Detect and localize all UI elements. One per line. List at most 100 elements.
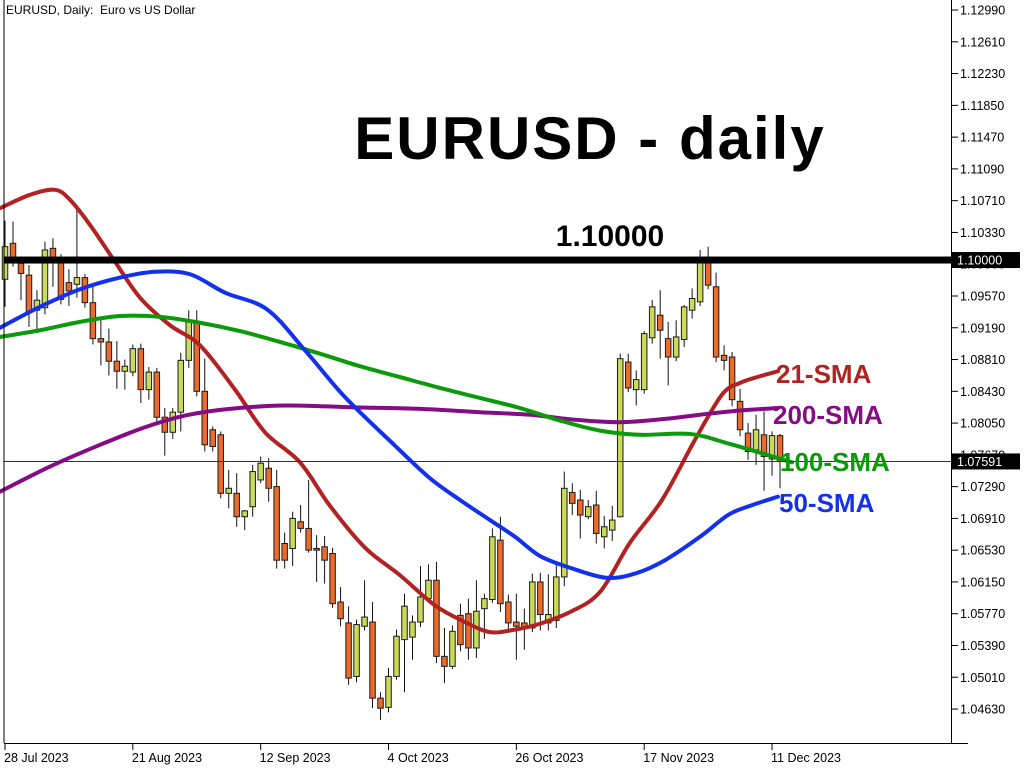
candle-body-down	[569, 491, 576, 504]
resistance-price-box: 1.10000	[952, 252, 1020, 269]
resistance-price-box-bg	[952, 252, 1020, 269]
price-tick-label: 1.06910	[960, 512, 1005, 526]
candle-body-up	[225, 487, 232, 494]
price-tick-label: 1.06530	[960, 544, 1005, 558]
100-sma-line	[0, 313, 794, 465]
candle-body-down	[377, 697, 384, 709]
price-tick-label: 1.10330	[960, 226, 1005, 240]
price-tick-label: 1.04630	[960, 703, 1005, 717]
candle-body-up	[601, 526, 608, 538]
candle-body-up	[121, 365, 129, 372]
price-tick-label: 1.12610	[960, 35, 1005, 49]
candle-body-down	[313, 547, 320, 551]
price-tick-label: 1.09190	[960, 321, 1005, 335]
price-tick-label: 1.08050	[960, 417, 1005, 431]
candle-body-down	[65, 282, 73, 292]
candle-body-down	[297, 521, 304, 529]
candle-body-up	[41, 249, 49, 309]
price-tick-label: 1.05770	[960, 607, 1005, 621]
candle-body-down	[720, 354, 728, 361]
candle-body-down	[728, 356, 736, 401]
price-tick-label: 1.07290	[960, 480, 1005, 494]
candle-body-down	[137, 348, 145, 391]
candle-body-up	[257, 462, 264, 481]
candles-layer[interactable]	[1, 205, 784, 720]
sma-200-label: 200-SMA	[773, 400, 883, 430]
candle-body-up	[608, 519, 616, 531]
price-tick-label: 1.12230	[960, 67, 1005, 81]
time-axis[interactable]: 28 Jul 2023 21 Aug 2023 12 Sep 2023 4 Oct 2…	[4, 743, 841, 765]
candle-body-down	[736, 400, 744, 431]
current-price-box-bg	[952, 453, 1020, 470]
date-tick-label: 17 Nov 2023	[643, 751, 714, 765]
candle-body-down	[577, 499, 584, 516]
resistance-price-box-text: 1.10000	[957, 254, 1002, 268]
candle-body-down	[345, 622, 352, 679]
candle-body-down	[201, 390, 208, 446]
candle-body-down	[265, 467, 272, 489]
candle-body-up	[561, 487, 568, 578]
price-tick-label: 1.05010	[960, 671, 1005, 685]
chart-title-annotation: EURUSD - daily	[354, 105, 826, 172]
candle-body-up	[129, 348, 137, 373]
price-tick-label: 1.08430	[960, 385, 1005, 399]
candle-body-up	[672, 336, 680, 358]
current-price-box-text: 1.07591	[957, 455, 1002, 469]
candle-body-down	[193, 321, 201, 392]
candle-body-up	[648, 306, 656, 339]
candle-body-down	[712, 286, 720, 358]
candle-body-up	[353, 624, 360, 677]
200-sma-line	[0, 403, 780, 494]
candle-body-down	[209, 429, 216, 447]
symbol-header: EURUSD, Daily: Euro vs US Dollar	[6, 3, 196, 17]
candle-body-down	[513, 621, 520, 627]
candle-body-down	[305, 527, 312, 551]
candle-body-up	[385, 675, 392, 708]
candle-body-down	[57, 258, 65, 300]
candle-body-up	[409, 621, 416, 638]
candle-body-down	[97, 338, 105, 343]
candle-body-up	[640, 333, 648, 391]
candle-body-down	[153, 371, 161, 418]
date-tick-label: 11 Dec 2023	[771, 751, 841, 765]
candle-body-down	[105, 341, 113, 362]
price-tick-label: 1.08810	[960, 353, 1005, 367]
candle-body-down	[704, 261, 712, 286]
current-price-box: 1.07591	[952, 453, 1020, 470]
candle-body-down	[321, 546, 328, 561]
candle-body-up	[752, 429, 760, 451]
candle-body-up	[393, 635, 400, 677]
date-tick-label: 26 Oct 2023	[515, 751, 583, 765]
candle-body-down	[433, 579, 440, 657]
candle-body-up	[249, 471, 256, 508]
candle-body-down	[465, 613, 472, 649]
candle-body-down	[113, 360, 121, 372]
candle-body-down	[273, 486, 280, 561]
candle-body-down	[624, 361, 632, 389]
candle-body-up	[177, 359, 185, 413]
candle-body-down	[161, 416, 169, 433]
sma-lines-layer	[0, 187, 794, 635]
candle-body-down	[593, 504, 600, 534]
resistance-hline[interactable]	[4, 256, 952, 264]
candle-body-up	[632, 379, 640, 391]
candle-body-down	[537, 581, 544, 616]
candle-body-up	[417, 596, 424, 623]
candle-body-down	[329, 553, 336, 605]
price-axis[interactable]: 1.12990 1.12610 1.12230 1.11850 1.11470 1.110…	[951, 4, 1006, 717]
price-tick-label: 1.10710	[960, 194, 1005, 208]
price-tick-label: 1.09570	[960, 289, 1005, 303]
candle-body-down	[233, 492, 240, 518]
candle-body-down	[457, 614, 464, 646]
date-tick-label: 28 Jul 2023	[4, 751, 69, 765]
50-sma-line	[0, 269, 780, 580]
price-tick-label: 1.11850	[960, 99, 1004, 113]
sma-100-label: 100-SMA	[780, 447, 890, 477]
candle-body-up	[289, 517, 296, 549]
candle-body-up	[696, 261, 704, 303]
candle-body-down	[369, 621, 376, 699]
candle-body-up	[585, 506, 592, 518]
candle-body-down	[744, 432, 752, 453]
